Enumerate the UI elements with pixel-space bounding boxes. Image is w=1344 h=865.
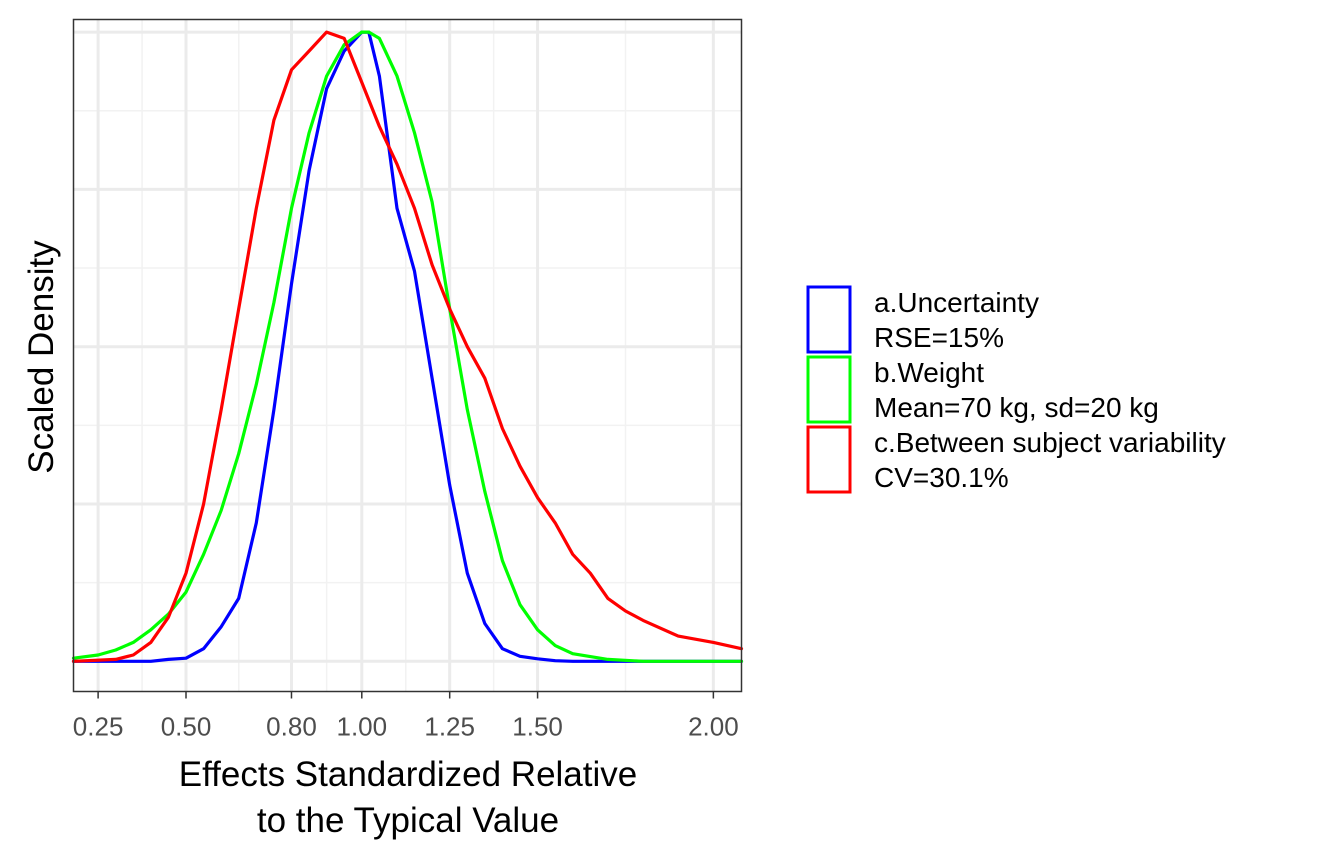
legend-key-bsv [806,425,852,494]
x-axis-title-line-1: Effects Standardized Relative [179,755,638,794]
x-tick-label: 2.00 [688,712,739,742]
x-tick-label: 0.80 [266,712,317,742]
y-axis-title: Scaled Density [22,240,61,474]
panel-border [72,18,743,693]
x-tick-label: 1.00 [336,712,387,742]
legend: a.Uncertainty RSE=15% b.Weight Mean=70 k… [806,285,1226,494]
x-tick-label: 0.50 [161,712,212,742]
legend-label-bsv-line-2: CV=30.1% [874,462,1009,493]
major-x-gridlines [96,19,715,692]
legend-label-bsv-line-1: c.Between subject variability [874,427,1226,458]
x-axis-title-line-2: to the Typical Value [257,801,559,840]
minor-x-gridlines [141,19,627,692]
legend-label-uncertainty-line-1: a.Uncertainty [874,287,1039,318]
series-lines [71,30,744,663]
legend-key-weight [806,355,852,424]
legend-label-weight-line-1: b.Weight [874,357,984,388]
legend-key-uncertainty [806,285,852,354]
major-y-gridlines [73,30,742,663]
x-axis-tick-labels: 0.25 0.50 0.80 1.00 1.25 1.50 2.00 [73,712,739,742]
series-line-bsv [71,30,744,663]
legend-label-weight-line-2: Mean=70 kg, sd=20 kg [874,392,1159,423]
x-axis-ticks [97,691,715,699]
legend-label-uncertainty-line-2: RSE=15% [874,322,1004,353]
x-tick-label: 0.25 [73,712,124,742]
x-tick-label: 1.25 [424,712,475,742]
x-tick-label: 1.50 [512,712,563,742]
